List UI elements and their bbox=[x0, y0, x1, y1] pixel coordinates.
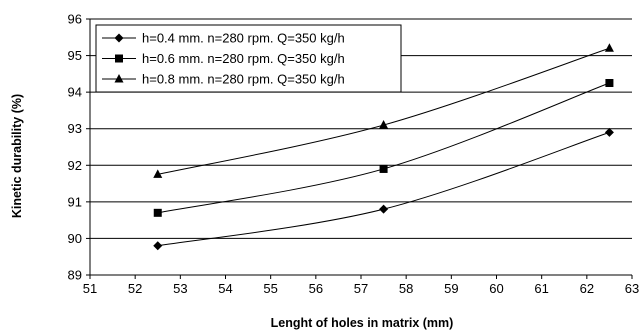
axes bbox=[86, 18, 633, 279]
legend-label: h=0.4 mm. n=280 rpm. Q=350 kg/h bbox=[142, 31, 345, 46]
series-line bbox=[157, 131, 610, 247]
y-tick-label: 91 bbox=[68, 194, 82, 209]
legend: h=0.4 mm. n=280 rpm. Q=350 kg/h h=0.6 mm.… bbox=[95, 24, 402, 93]
x-tick-label: 55 bbox=[263, 281, 277, 296]
y-tick-label: 96 bbox=[68, 12, 82, 27]
y-tick-label: 92 bbox=[68, 158, 82, 173]
x-tick-label: 53 bbox=[173, 281, 187, 296]
series-1 bbox=[153, 127, 614, 251]
x-tick-label: 52 bbox=[128, 281, 142, 296]
y-tick-label: 93 bbox=[68, 121, 82, 136]
data-point-square bbox=[379, 164, 388, 173]
data-point-triangle bbox=[604, 43, 614, 52]
series-group bbox=[153, 43, 614, 251]
x-tick-label: 60 bbox=[489, 281, 503, 296]
y-tick-label: 94 bbox=[68, 85, 82, 100]
x-tick-label: 51 bbox=[83, 281, 97, 296]
legend-item: h=0.6 mm. n=280 rpm. Q=350 kg/h bbox=[102, 51, 345, 66]
legend-item: h=0.8 mm. n=280 rpm. Q=350 kg/h bbox=[102, 72, 345, 87]
y-tick-label: 89 bbox=[68, 268, 82, 283]
series-2 bbox=[153, 79, 614, 217]
data-point-diamond bbox=[153, 241, 163, 251]
y-axis-title: Kinetic durability (%) bbox=[10, 94, 24, 218]
y-tick-label: 95 bbox=[68, 48, 82, 63]
x-axis-title: Lenght of holes in matrix (mm) bbox=[271, 316, 454, 330]
legend-box bbox=[95, 24, 402, 93]
legend-marker-diamond bbox=[114, 33, 124, 43]
legend-label: h=0.6 mm. n=280 rpm. Q=350 kg/h bbox=[142, 51, 345, 66]
data-point-diamond bbox=[379, 204, 389, 214]
data-point-square bbox=[153, 208, 162, 217]
legend-marker-square bbox=[115, 54, 123, 63]
legend-item: h=0.4 mm. n=280 rpm. Q=350 kg/h bbox=[102, 31, 345, 46]
tick-labels: 89 90 91 92 93 94 95 96 51 52 53 54 55 56 57 58 59 60 61 62… bbox=[68, 12, 640, 297]
y-tick-label: 90 bbox=[68, 231, 82, 246]
series-line bbox=[157, 82, 610, 214]
data-point-triangle bbox=[153, 169, 163, 178]
x-tick-label: 63 bbox=[625, 281, 639, 296]
x-tick-label: 62 bbox=[580, 281, 594, 296]
data-point-triangle bbox=[379, 120, 389, 129]
x-tick-label: 57 bbox=[354, 281, 368, 296]
x-tick-label: 56 bbox=[309, 281, 323, 296]
x-tick-label: 58 bbox=[399, 281, 413, 296]
data-point-diamond bbox=[604, 127, 614, 137]
x-tick-label: 59 bbox=[444, 281, 458, 296]
x-tick-label: 54 bbox=[218, 281, 232, 296]
legend-marker-triangle bbox=[114, 74, 124, 83]
legend-label: h=0.8 mm. n=280 rpm. Q=350 kg/h bbox=[142, 72, 345, 87]
data-point-square bbox=[605, 79, 614, 87]
x-tick-label: 61 bbox=[534, 281, 548, 296]
series-3 bbox=[153, 43, 614, 178]
